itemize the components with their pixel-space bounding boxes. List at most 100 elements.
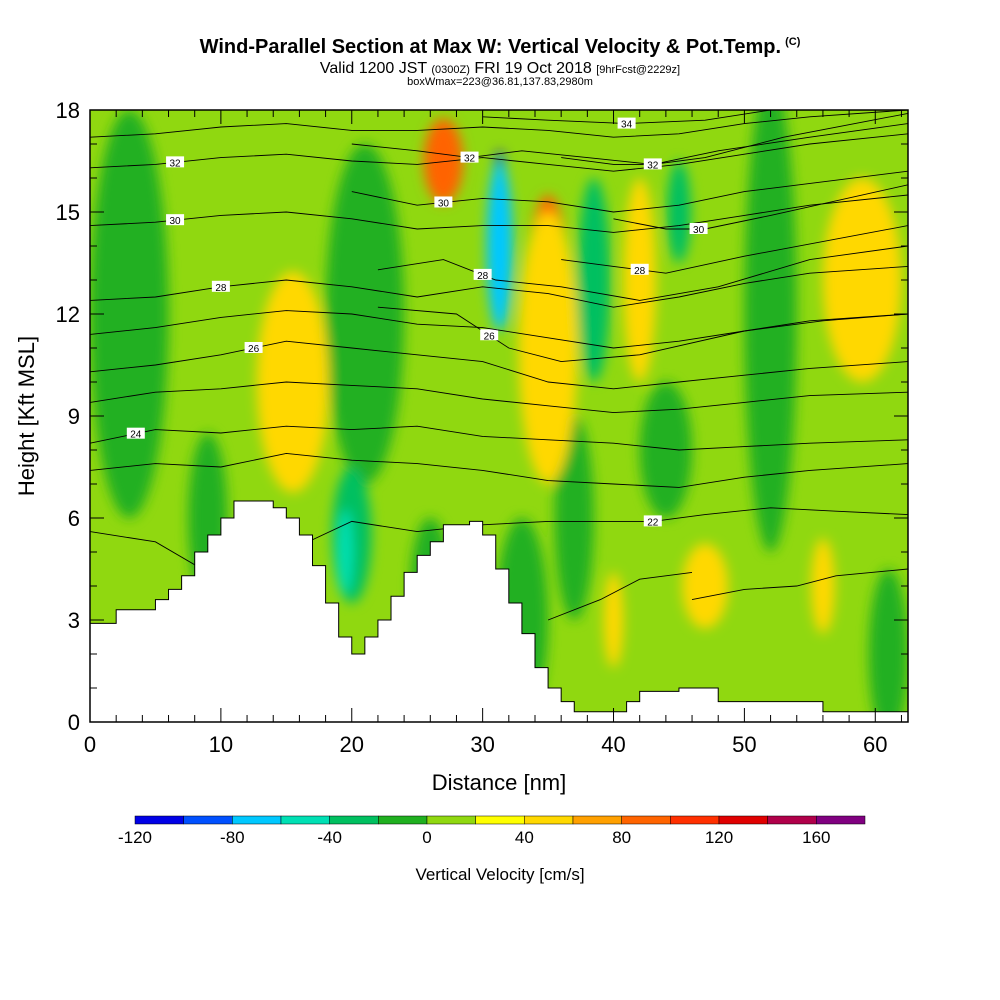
theta-contour-label: 28 — [215, 283, 227, 294]
velocity-cell — [822, 178, 902, 382]
velocity-cell — [423, 118, 464, 204]
colorbar-tick-label: -80 — [220, 828, 245, 847]
theta-contour-label: 26 — [484, 331, 496, 342]
y-tick-label: 9 — [68, 404, 80, 429]
velocity-background-band — [90, 110, 169, 518]
forecast-info: [9hrFcst@2229z] — [596, 64, 681, 76]
theta-contour-line — [547, 571, 693, 621]
x-tick-label: 50 — [732, 732, 756, 757]
velocity-cell — [486, 161, 513, 331]
velocity-cell — [811, 538, 835, 634]
y-tick-label: 12 — [56, 302, 80, 327]
theta-contour-line — [561, 112, 908, 165]
theta-contour-label: 32 — [170, 158, 182, 169]
colorbar-swatch — [524, 815, 574, 825]
theta-contour-line — [90, 310, 908, 349]
velocity-background-band — [868, 569, 908, 722]
theta-contour-label-box — [689, 223, 708, 234]
velocity-cell — [577, 178, 611, 382]
colorbar-tick-label: 160 — [802, 828, 830, 847]
box-info: boxWmax=223@36.81,137.83,2980m — [407, 76, 593, 88]
theta-contour-label: 30 — [170, 216, 182, 227]
terrain — [90, 500, 908, 722]
theta-contour-label-box — [244, 342, 263, 353]
colorbar-tick-label: 0 — [422, 828, 431, 847]
colorbar-swatch — [134, 815, 184, 825]
colorbar-tick-label: 40 — [515, 828, 534, 847]
y-axis-label: Height [Kft MSL] — [14, 336, 39, 496]
theta-contour-label-box — [617, 117, 636, 129]
theta-contour-line — [561, 225, 908, 274]
axes: 0 10 20 30 40 50 60 0 3 6 9 12 15 18 — [56, 98, 908, 757]
velocity-cell — [603, 572, 624, 668]
velocity-background-band — [639, 382, 693, 518]
theta-contour-label: 30 — [438, 198, 450, 209]
theta-contour-line — [90, 194, 908, 233]
theta-contour-line — [90, 340, 908, 390]
x-axis-label: Distance [nm] — [432, 770, 567, 795]
x-tick-label: 60 — [863, 732, 887, 757]
velocity-cell — [518, 212, 578, 484]
x-tick-label: 0 — [84, 732, 96, 757]
colorbar-swatch — [329, 815, 379, 825]
theta-contour-label-box — [473, 268, 492, 280]
velocity-cell — [667, 161, 691, 263]
colorbar-swatch — [670, 815, 720, 825]
theta-contour-line — [351, 170, 908, 213]
colorbar-swatch — [232, 815, 282, 825]
chart-title: Wind-Parallel Section at Max W: Vertical… — [199, 36, 801, 58]
y-tick-label: 18 — [56, 98, 80, 123]
velocity-cell — [338, 161, 365, 263]
theta-contour-label: 32 — [647, 160, 659, 171]
colorbar-swatch — [280, 815, 330, 825]
theta-contour-label-box — [480, 329, 499, 341]
x-tick-label: 40 — [601, 732, 625, 757]
theta-contour-label-box — [126, 427, 145, 439]
theta-contour-line — [691, 568, 908, 601]
theta-contour-line — [90, 381, 908, 414]
theta-contour-label-box — [643, 158, 662, 170]
theta-contour-label: 28 — [634, 266, 646, 277]
colorbar-swatch — [621, 815, 671, 825]
colorbar-swatch — [475, 815, 525, 825]
theta-contour-line — [351, 123, 908, 165]
theta-contour-line — [377, 245, 908, 301]
theta-contour-label: 26 — [248, 344, 260, 355]
velocity-background-band — [744, 110, 797, 552]
theta-contour-label: 22 — [647, 517, 659, 528]
colorbar-tick-label: 120 — [705, 828, 733, 847]
theta-contour-label-box — [211, 280, 230, 292]
utc-time: (0300Z) — [431, 64, 470, 76]
theta-contour-label: 30 — [693, 225, 705, 236]
velocity-background-band — [554, 416, 594, 620]
theta-contour-line — [90, 425, 908, 451]
theta-contour-label: 24 — [130, 430, 142, 441]
theta-contour-label: 32 — [464, 154, 476, 165]
theta-contour-label: 28 — [477, 271, 489, 282]
x-tick-label: 30 — [470, 732, 494, 757]
theta-contour-label-box — [643, 515, 662, 527]
colorbar-swatch — [572, 815, 622, 825]
y-tick-label: 0 — [68, 710, 80, 735]
theta-contour-label-box — [166, 214, 185, 226]
colorbar: -120 -80 -40 0 40 80 120 160 — [118, 815, 866, 847]
colorbar-tick-label: 80 — [612, 828, 631, 847]
theta-contour-label-box — [460, 151, 479, 163]
x-tick-label: 10 — [209, 732, 233, 757]
copyright-mark: (C) — [785, 36, 801, 49]
velocity-background-band — [325, 144, 405, 484]
theta-contour-label-box — [434, 196, 453, 208]
colorbar-swatch — [183, 815, 233, 825]
velocity-cell — [337, 509, 354, 595]
chart-subtitle: Valid 1200 JST (0300Z) FRI 19 Oct 2018 [… — [319, 60, 681, 77]
y-tick-label: 3 — [68, 608, 80, 633]
colorbar-label: Vertical Velocity [cm/s] — [415, 865, 584, 884]
colorbar-swatch — [718, 815, 768, 825]
theta-contour-line — [90, 452, 908, 488]
colorbar-swatch — [816, 815, 866, 825]
colorbar-swatch — [378, 815, 428, 825]
colorbar-tick-label: -40 — [317, 828, 342, 847]
plot-area: 24 26 26 28 28 28 30 30 30 32 32 32 34 22 — [90, 110, 908, 722]
colorbar-tick-label: -120 — [118, 828, 152, 847]
